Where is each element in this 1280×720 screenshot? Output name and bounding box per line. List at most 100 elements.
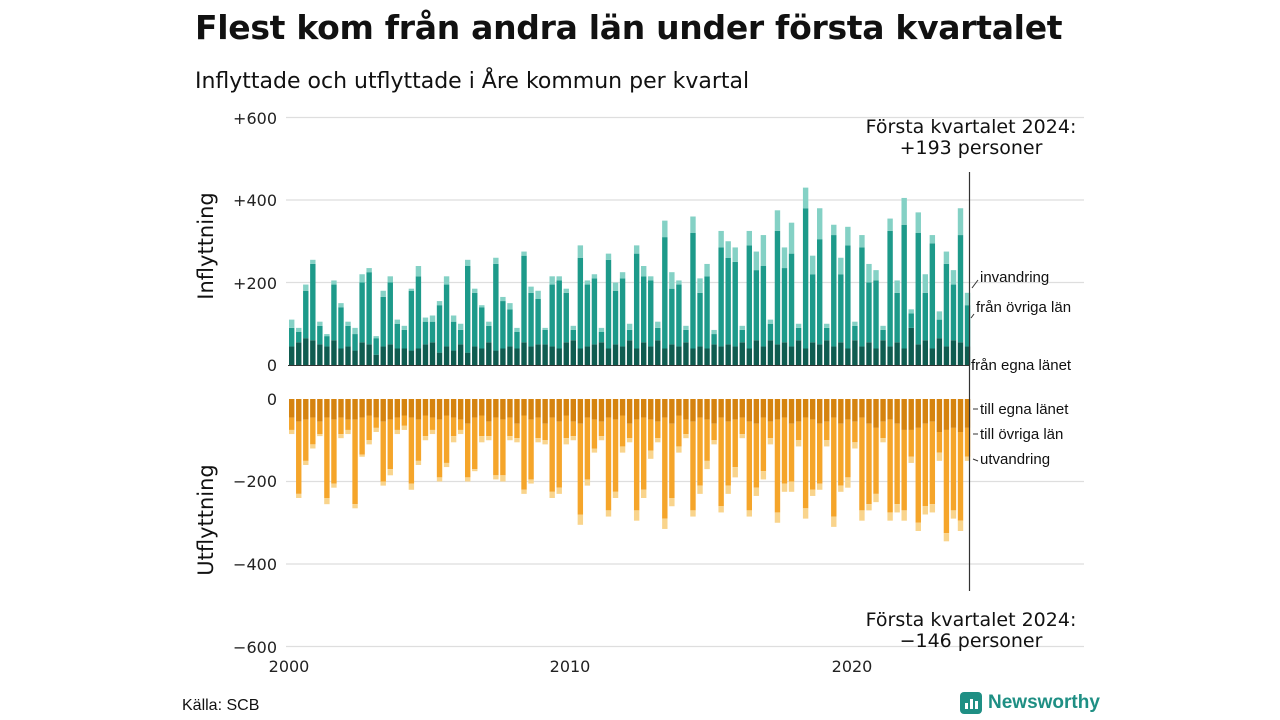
bar-outflow-emigration: [704, 460, 710, 470]
y-tick-label: +200: [233, 274, 277, 293]
bar-inflow-own-county: [922, 340, 928, 365]
bar-outflow-own-county: [317, 399, 323, 422]
bar-inflow-immigration: [577, 245, 584, 258]
y-tick-label: −200: [233, 472, 277, 491]
bar-outflow-other-counties: [929, 421, 936, 505]
bar-inflow-immigration: [507, 303, 513, 310]
bar-inflow-own-county: [535, 344, 541, 365]
bar-inflow-other-counties: [450, 321, 457, 351]
bar-outflow-emigration: [626, 438, 633, 443]
bar-outflow-own-county: [521, 399, 527, 416]
brand-name: Newsworthy: [988, 692, 1100, 713]
bar-outflow-own-county: [887, 399, 893, 420]
bar-inflow-own-county: [352, 350, 358, 365]
series-label-to-other-counties: till övriga län: [980, 426, 1063, 443]
bar-inflow-other-counties: [648, 280, 654, 347]
bar-inflow-immigration: [655, 321, 661, 328]
bar-inflow-own-county: [774, 344, 781, 365]
bar-inflow-immigration: [535, 290, 541, 299]
bar-inflow-other-counties: [542, 329, 548, 345]
bar-outflow-own-county: [408, 399, 415, 418]
bar-outflow-own-county: [598, 399, 605, 422]
bar-outflow-other-counties: [429, 417, 436, 430]
bar-outflow-emigration: [542, 440, 548, 445]
bar-outflow-other-counties: [753, 423, 760, 488]
bar-outflow-own-county: [859, 399, 865, 418]
bar-inflow-other-counties: [436, 305, 443, 353]
bar-inflow-other-counties: [676, 284, 682, 347]
bar-outflow-own-county: [472, 399, 478, 418]
bar-outflow-other-counties: [711, 423, 717, 441]
bar-outflow-emigration: [289, 429, 295, 435]
bar-outflow-own-county: [422, 399, 429, 416]
bar-outflow-emigration: [310, 444, 316, 449]
bar-inflow-immigration: [598, 327, 605, 332]
bar-outflow-own-county: [732, 399, 738, 420]
bar-outflow-emigration: [577, 514, 584, 525]
bar-outflow-own-county: [612, 399, 619, 420]
bar-inflow-own-county: [704, 348, 710, 365]
bar-outflow-other-counties: [788, 423, 795, 482]
bar-outflow-emigration: [831, 516, 837, 527]
bar-outflow-emigration: [401, 425, 408, 430]
bar-inflow-immigration: [605, 253, 612, 260]
bar-outflow-other-counties: [655, 421, 661, 439]
bar-outflow-other-counties: [704, 419, 710, 461]
y-axis-label-inflow: Inflyttning: [194, 192, 218, 299]
bar-inflow-immigration: [352, 327, 358, 335]
bar-outflow-emigration: [345, 429, 351, 435]
bar-outflow-own-county: [465, 399, 471, 424]
bar-outflow-other-counties: [521, 415, 527, 490]
bar-inflow-own-county: [472, 346, 478, 365]
bar-outflow-own-county: [936, 399, 943, 432]
bar-inflow-other-counties: [690, 233, 696, 349]
bar-inflow-immigration: [542, 327, 548, 330]
bar-inflow-immigration: [739, 325, 745, 330]
bar-outflow-own-county: [493, 399, 499, 418]
bar-inflow-own-county: [824, 340, 830, 365]
bar-outflow-own-county: [950, 399, 957, 428]
bar-inflow-own-county: [500, 348, 506, 365]
bar-outflow-other-counties: [852, 421, 858, 443]
bar-outflow-own-county: [514, 399, 520, 424]
bar-outflow-emigration: [352, 504, 358, 509]
bar-outflow-emigration: [633, 510, 640, 521]
bar-outflow-other-counties: [943, 429, 950, 534]
bar-outflow-emigration: [795, 440, 802, 447]
bar-outflow-other-counties: [563, 415, 569, 439]
bar-inflow-immigration: [612, 282, 619, 291]
bar-outflow-other-counties: [345, 419, 351, 430]
bar-inflow-immigration: [817, 208, 823, 240]
bar-inflow-other-counties: [753, 270, 760, 341]
bar-outflow-other-counties: [514, 423, 520, 439]
bar-inflow-own-county: [908, 327, 914, 365]
bar-inflow-other-counties: [493, 263, 499, 351]
bar-inflow-own-county: [394, 348, 400, 365]
bar-inflow-own-county: [929, 348, 936, 365]
bar-inflow-immigration: [943, 251, 950, 264]
bar-inflow-other-counties: [577, 257, 584, 349]
bar-inflow-other-counties: [838, 274, 844, 343]
bar-outflow-own-county: [866, 399, 872, 424]
bar-inflow-own-county: [697, 346, 703, 365]
bar-inflow-other-counties: [366, 272, 372, 345]
bar-outflow-other-counties: [690, 421, 696, 511]
bar-outflow-other-counties: [887, 419, 893, 513]
bar-outflow-other-counties: [310, 417, 316, 445]
bar-inflow-other-counties: [880, 329, 886, 341]
bar-inflow-immigration: [964, 292, 971, 306]
bar-outflow-emigration: [443, 462, 450, 468]
bar-inflow-own-county: [866, 342, 872, 365]
bar-outflow-emigration: [605, 510, 612, 517]
bar-outflow-own-county: [901, 399, 907, 430]
bar-outflow-other-counties: [500, 419, 506, 476]
bar-inflow-other-counties: [408, 290, 415, 351]
bar-outflow-other-counties: [366, 415, 372, 441]
bar-outflow-emigration: [873, 493, 879, 503]
bar-outflow-other-counties: [472, 417, 478, 470]
bar-outflow-other-counties: [317, 421, 323, 435]
bar-outflow-other-counties: [598, 421, 605, 437]
bar-inflow-immigration: [493, 257, 499, 264]
bar-outflow-emigration: [549, 491, 555, 498]
bar-inflow-own-county: [542, 344, 548, 365]
